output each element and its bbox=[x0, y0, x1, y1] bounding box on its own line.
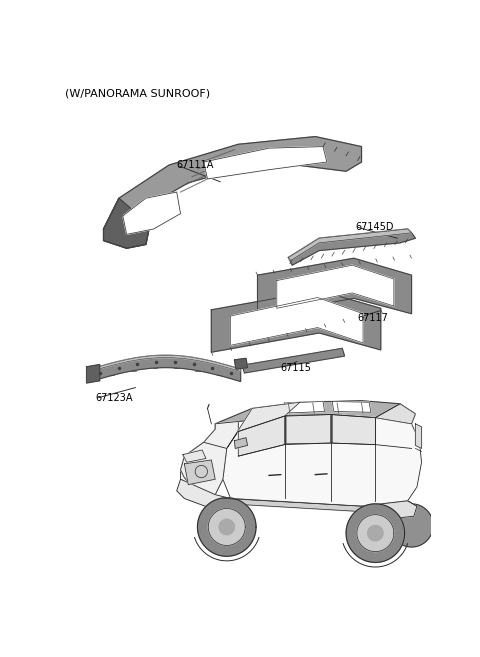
Polygon shape bbox=[357, 514, 394, 552]
Polygon shape bbox=[415, 424, 421, 449]
Polygon shape bbox=[277, 265, 394, 308]
Polygon shape bbox=[208, 509, 245, 545]
Polygon shape bbox=[197, 498, 256, 556]
Polygon shape bbox=[104, 137, 361, 248]
Text: 67115: 67115 bbox=[281, 363, 312, 373]
Polygon shape bbox=[332, 401, 371, 412]
Polygon shape bbox=[90, 355, 240, 371]
Polygon shape bbox=[184, 460, 215, 485]
Polygon shape bbox=[180, 442, 227, 495]
Polygon shape bbox=[180, 422, 238, 495]
Polygon shape bbox=[285, 401, 324, 413]
Polygon shape bbox=[219, 519, 234, 535]
Text: 67145D: 67145D bbox=[355, 221, 394, 232]
Text: 67123A: 67123A bbox=[96, 394, 133, 403]
Polygon shape bbox=[104, 198, 150, 248]
Polygon shape bbox=[390, 504, 433, 547]
Polygon shape bbox=[86, 365, 100, 383]
Polygon shape bbox=[227, 402, 300, 449]
Polygon shape bbox=[368, 526, 383, 541]
Polygon shape bbox=[223, 415, 421, 506]
Polygon shape bbox=[215, 401, 415, 429]
Polygon shape bbox=[234, 438, 248, 449]
Polygon shape bbox=[230, 298, 363, 346]
Polygon shape bbox=[230, 499, 361, 512]
Polygon shape bbox=[123, 192, 180, 235]
Polygon shape bbox=[183, 450, 206, 463]
Polygon shape bbox=[375, 404, 415, 424]
Polygon shape bbox=[211, 290, 381, 352]
Text: (W/PANORAMA SUNROOF): (W/PANORAMA SUNROOF) bbox=[65, 88, 210, 98]
Circle shape bbox=[195, 465, 207, 478]
Polygon shape bbox=[238, 416, 285, 456]
Polygon shape bbox=[234, 358, 248, 369]
Text: 67111A: 67111A bbox=[177, 160, 214, 170]
Polygon shape bbox=[361, 501, 417, 522]
Polygon shape bbox=[288, 229, 411, 261]
Polygon shape bbox=[286, 415, 331, 444]
Text: 67117: 67117 bbox=[358, 313, 388, 323]
Polygon shape bbox=[177, 479, 230, 510]
Polygon shape bbox=[204, 147, 327, 179]
Polygon shape bbox=[346, 504, 405, 562]
Polygon shape bbox=[242, 348, 345, 373]
Polygon shape bbox=[90, 355, 240, 382]
Polygon shape bbox=[258, 258, 411, 316]
Polygon shape bbox=[288, 229, 415, 265]
Polygon shape bbox=[332, 415, 375, 445]
